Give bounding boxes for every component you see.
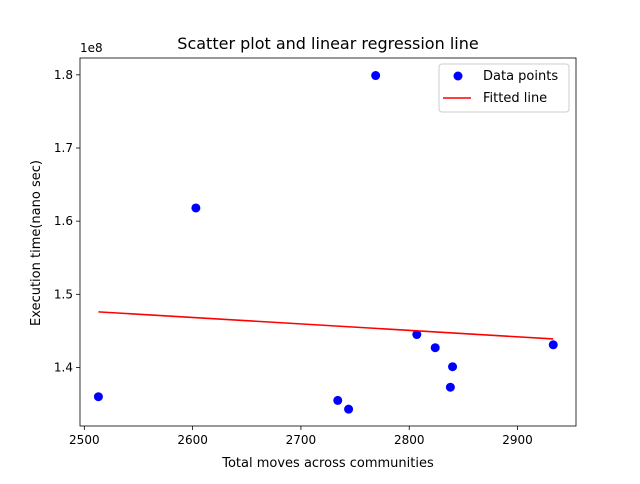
y-tick-label: 1.8 — [54, 68, 73, 82]
plot-area: 2500 2600 2700 2800 2900 1.4 1.5 1.6 1.7 1.8 Data … — [54, 57, 577, 447]
x-axis-label: Total moves across communities — [221, 456, 434, 471]
x-tick-label: 2700 — [286, 433, 317, 447]
axes-frame — [79, 57, 577, 427]
x-tick-label: 2900 — [502, 433, 533, 447]
y-tick-label: 1.6 — [54, 214, 73, 228]
y-tick-label: 1.5 — [54, 287, 73, 301]
x-tick-label: 2800 — [394, 433, 425, 447]
data-point — [548, 340, 558, 350]
x-tick-label: 2500 — [69, 433, 100, 447]
legend-label: Fitted line — [483, 91, 547, 106]
legend-label: Data points — [483, 69, 558, 84]
y-tick-label: 1.7 — [54, 141, 73, 155]
data-point — [344, 404, 354, 414]
data-point — [191, 203, 201, 213]
fitted-line — [98, 311, 554, 340]
data-point — [448, 362, 458, 372]
x-tick-label: 2600 — [177, 433, 208, 447]
legend-point-marker — [453, 71, 463, 81]
data-point — [412, 330, 422, 340]
data-point — [371, 71, 381, 81]
legend-box — [438, 63, 570, 113]
data-point — [445, 382, 455, 392]
data-point — [93, 392, 103, 402]
y-tick-label: 1.4 — [54, 360, 73, 374]
chart-title: Scatter plot and linear regression line — [177, 34, 478, 53]
data-point — [333, 395, 343, 405]
y-axis-label: Execution time(nano sec) — [29, 160, 44, 326]
data-point — [430, 343, 440, 353]
y-axis-offset-label: 1e8 — [80, 41, 103, 55]
